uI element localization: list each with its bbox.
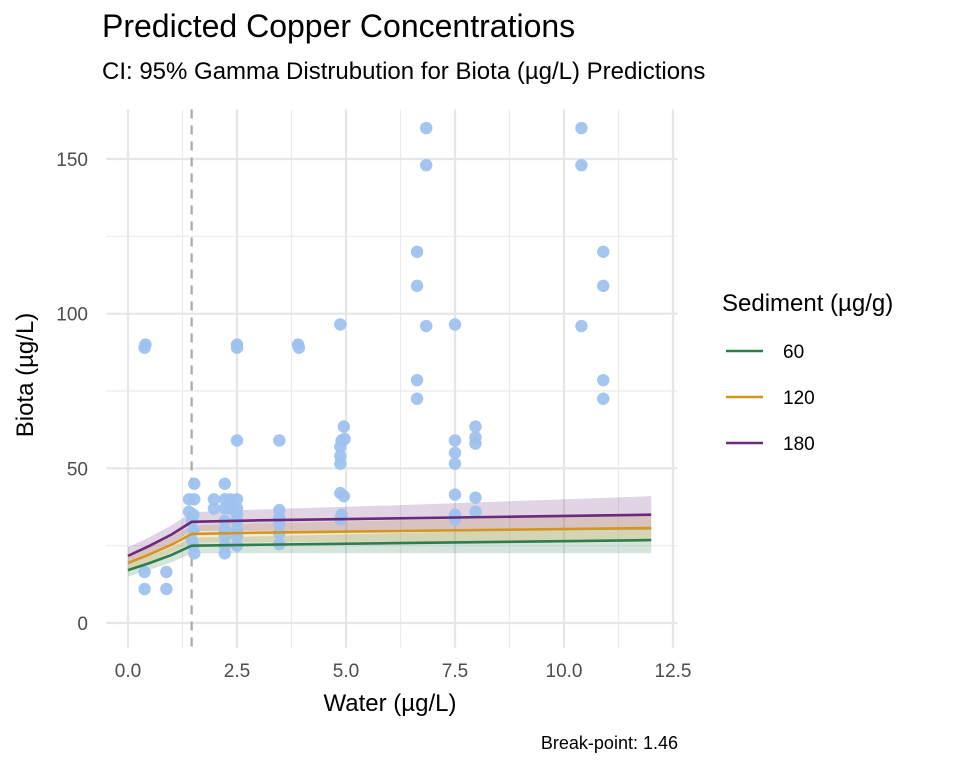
data-point xyxy=(420,121,433,135)
y-tick-label: 0 xyxy=(77,614,88,635)
data-point xyxy=(292,341,306,354)
data-point xyxy=(469,505,482,518)
data-point xyxy=(469,437,482,450)
data-point xyxy=(338,432,351,446)
breakpoint-caption: Break-point: 1.46 xyxy=(541,733,678,753)
data-point xyxy=(160,582,173,596)
data-point xyxy=(575,121,588,135)
data-point xyxy=(218,477,231,490)
data-point xyxy=(448,434,462,447)
y-axis-ticks: 0 50 100 150 xyxy=(56,150,88,635)
legend-label-180: 180 xyxy=(783,434,815,455)
data-point xyxy=(410,279,424,293)
data-point xyxy=(188,477,201,490)
data-point xyxy=(207,502,221,515)
data-point xyxy=(575,319,588,333)
data-point xyxy=(597,392,610,405)
data-point xyxy=(207,493,221,506)
x-tick-label: 12.5 xyxy=(655,661,692,682)
data-points xyxy=(138,121,610,596)
data-point xyxy=(597,245,610,258)
data-point xyxy=(597,279,610,293)
data-point xyxy=(230,434,244,447)
data-point xyxy=(138,582,151,596)
ci-bands xyxy=(128,496,652,577)
data-point xyxy=(273,434,286,447)
x-tick-label: 7.5 xyxy=(442,661,468,682)
data-point xyxy=(188,547,201,560)
data-point xyxy=(410,245,424,258)
data-point xyxy=(139,338,152,351)
data-point xyxy=(230,493,244,506)
data-point xyxy=(334,318,347,331)
data-point xyxy=(420,158,433,172)
data-point xyxy=(448,318,462,331)
y-tick-label: 50 xyxy=(67,459,88,480)
data-point xyxy=(410,373,424,387)
data-point xyxy=(334,457,347,470)
x-axis-title: Water (µg/L) xyxy=(324,690,457,717)
data-point xyxy=(218,547,231,560)
data-point xyxy=(469,491,482,504)
data-point xyxy=(448,513,462,526)
chart-title: Predicted Copper Concentrations xyxy=(102,8,576,44)
data-point xyxy=(410,392,424,405)
x-tick-label: 10.0 xyxy=(546,661,583,682)
legend-label-120: 120 xyxy=(783,388,815,409)
data-point xyxy=(469,420,482,433)
data-point xyxy=(597,373,610,387)
data-point xyxy=(138,565,151,579)
data-point xyxy=(420,319,433,333)
chart-subtitle: CI: 95% Gamma Distrubution for Biota (µg… xyxy=(102,58,706,85)
legend-label-60: 60 xyxy=(783,342,804,363)
x-tick-label: 2.5 xyxy=(224,661,250,682)
data-point xyxy=(188,493,201,506)
legend-title: Sediment (µg/g) xyxy=(722,290,893,317)
y-tick-label: 100 xyxy=(56,305,88,326)
y-tick-label: 150 xyxy=(56,150,88,171)
data-point xyxy=(575,158,588,172)
y-axis-title: Biota (µg/L) xyxy=(12,313,39,438)
x-axis-ticks: 0.0 2.5 5.0 7.5 10.0 12.5 xyxy=(115,661,692,682)
data-point xyxy=(160,565,173,579)
series-line-180 xyxy=(127,513,652,558)
data-point xyxy=(337,489,351,503)
series-line-60 xyxy=(127,538,652,572)
data-point xyxy=(230,341,244,354)
x-tick-label: 0.0 xyxy=(115,661,141,682)
ci-band-60 xyxy=(128,527,652,577)
data-point xyxy=(448,457,462,470)
legend: Sediment (µg/g) 60 120 180 xyxy=(722,290,893,455)
data-point xyxy=(448,446,462,460)
x-tick-label: 5.0 xyxy=(333,661,359,682)
data-point xyxy=(337,420,351,433)
series-lines xyxy=(127,513,652,572)
data-point xyxy=(448,488,462,501)
series-line-120 xyxy=(127,526,652,565)
